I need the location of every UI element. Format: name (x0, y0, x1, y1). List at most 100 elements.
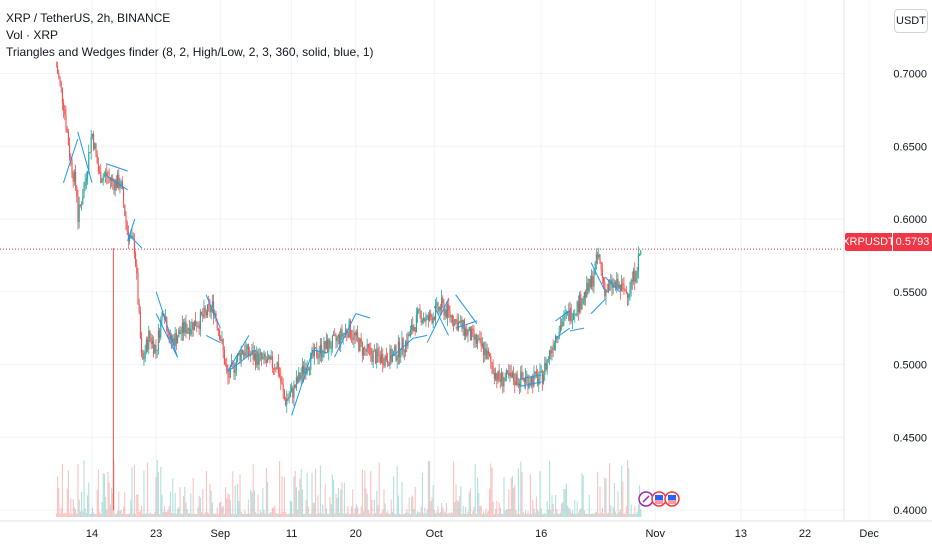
candle-body (303, 365, 305, 375)
volume-bar (173, 513, 175, 517)
volume-bar (361, 469, 363, 517)
candle-body (204, 307, 206, 312)
candle-body (544, 362, 546, 375)
candle-body (113, 181, 115, 191)
candle-body (343, 332, 345, 334)
candle-body (330, 348, 332, 350)
pencil-icon[interactable] (638, 491, 654, 507)
volume-bar (577, 512, 579, 517)
candle-body (143, 358, 145, 360)
volume-bar (465, 506, 467, 517)
volume-bar (105, 496, 107, 517)
volume-bar (155, 477, 157, 517)
candle-body (129, 236, 131, 242)
candle-body (547, 359, 549, 361)
flag-icon[interactable] (664, 491, 680, 507)
candle-body (498, 370, 500, 380)
candle-body (59, 76, 61, 82)
candle-body (531, 376, 533, 385)
candle-body (505, 370, 507, 378)
price-axis[interactable]: 0.7000 0.6500 0.6000 0.5500 0.5000 0.4500 0.40… (893, 69, 927, 517)
candle-body (405, 341, 407, 353)
volume-bar (112, 493, 114, 517)
volume-bar (319, 465, 321, 517)
candle-body (283, 390, 285, 400)
candle-body (316, 348, 318, 358)
volume-bar (534, 512, 536, 517)
volume-bar (190, 493, 192, 517)
pattern-line (155, 291, 179, 358)
volume-bar (509, 508, 511, 517)
volume-bar (593, 513, 595, 517)
candle-body (287, 398, 289, 400)
volume-legend[interactable]: Vol · XRP (6, 28, 59, 42)
volume-bar (214, 513, 216, 517)
event-icons[interactable] (638, 491, 680, 507)
pattern-line (355, 313, 371, 319)
candle-body (85, 178, 87, 182)
volume-bar (619, 509, 621, 517)
candle-body (508, 372, 510, 376)
candle-body (389, 348, 391, 366)
candle-body (622, 283, 624, 285)
candle-body (313, 347, 315, 357)
volume-bar (610, 505, 612, 517)
volume-bar (473, 506, 475, 517)
volume-bar (604, 477, 606, 517)
volume-bar (357, 506, 359, 517)
volume-bar (202, 488, 204, 517)
volume-bar (529, 473, 531, 517)
volume-bar (78, 499, 80, 517)
flag-icon[interactable] (651, 491, 667, 507)
volume-bar (257, 494, 259, 517)
pattern-line (205, 334, 221, 344)
candle-body (360, 338, 362, 343)
volume-bar (538, 511, 540, 517)
volume-bar (137, 494, 139, 517)
candle-body (318, 353, 320, 358)
candle-body (373, 350, 375, 352)
volume-bar (208, 513, 210, 517)
indicator-legend[interactable]: Triangles and Wedges finder (8, 2, High/… (6, 45, 374, 59)
candle-body (363, 347, 365, 356)
volume-bar (443, 511, 445, 517)
candle-body (354, 332, 356, 336)
candle-body (497, 370, 499, 381)
volume-bar (352, 489, 354, 517)
candle-body (250, 354, 252, 356)
candle-body (630, 279, 632, 290)
candle-body (300, 374, 302, 380)
volume-bar (174, 492, 176, 517)
volume-bar (119, 510, 121, 517)
candle-body (301, 365, 303, 375)
volume-bar (603, 513, 605, 517)
pattern-line (412, 334, 428, 339)
candle-body (430, 313, 432, 318)
candle-body (71, 159, 73, 175)
volume-bar (387, 510, 389, 517)
volume-bar (401, 482, 403, 517)
candle-body (175, 332, 177, 344)
volume-bar (583, 510, 585, 517)
volume-bar (85, 512, 87, 517)
candle-body (89, 152, 91, 154)
candle-body (159, 330, 161, 338)
volume-bar (537, 509, 539, 517)
currency-button[interactable]: USDT (894, 9, 928, 33)
volume-bar (492, 501, 494, 517)
candle-body (100, 171, 102, 183)
volume-bar (97, 469, 99, 517)
volume-bar (630, 504, 632, 517)
volume-bar (625, 506, 627, 517)
candle-body (147, 339, 149, 350)
volume-bar (426, 509, 428, 517)
candle-body (442, 297, 444, 303)
volume-bar (307, 506, 309, 517)
symbol-title[interactable]: XRP / TetherUS, 2h, BINANCE (6, 11, 171, 25)
candle-body (153, 340, 155, 354)
price-tick-label: 0.6000 (893, 214, 927, 226)
candle-body (555, 336, 557, 344)
